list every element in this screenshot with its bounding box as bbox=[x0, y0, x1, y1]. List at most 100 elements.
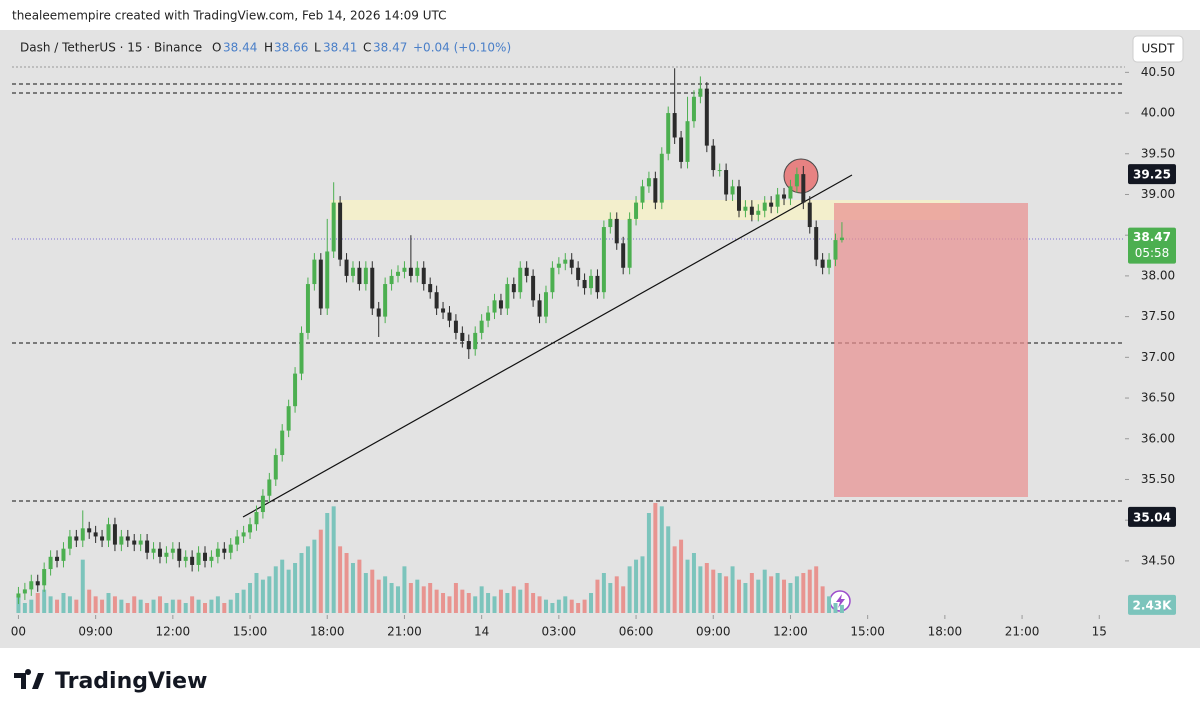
y-tick-label: 39.00 bbox=[1141, 187, 1175, 201]
candle-body bbox=[460, 332, 465, 342]
volume-bar bbox=[119, 599, 124, 613]
candle-body bbox=[215, 548, 220, 557]
candle-body bbox=[145, 540, 150, 553]
volume-bar bbox=[531, 593, 536, 613]
brand-logo: TradingView bbox=[14, 669, 207, 694]
candle-body bbox=[762, 202, 767, 211]
volume-bar bbox=[222, 603, 227, 613]
volume-bar bbox=[293, 563, 298, 613]
candle-body bbox=[801, 174, 806, 203]
candle-body bbox=[299, 332, 304, 374]
y-tick-label: 37.50 bbox=[1141, 309, 1175, 323]
volume-bar bbox=[653, 503, 658, 613]
candle-body bbox=[466, 341, 471, 350]
x-tick-label: 15 bbox=[1092, 625, 1107, 639]
candle-body bbox=[486, 312, 491, 321]
h-value: 38.66 bbox=[274, 41, 308, 55]
volume-bar bbox=[479, 586, 484, 613]
candle-body bbox=[383, 284, 388, 317]
volume-bar bbox=[608, 583, 613, 613]
candle-body bbox=[453, 320, 458, 333]
volume-bar bbox=[74, 599, 79, 613]
candle-body bbox=[29, 581, 34, 590]
candle-body bbox=[87, 528, 92, 533]
volume-bar bbox=[177, 599, 182, 613]
volume-bar bbox=[35, 593, 40, 613]
x-tick-label: 00 bbox=[11, 625, 26, 639]
l-value: 38.41 bbox=[323, 41, 357, 55]
volume-marker bbox=[1128, 594, 1176, 615]
candle-body bbox=[357, 267, 362, 285]
x-tick-label: 14 bbox=[474, 625, 489, 639]
currency-button[interactable] bbox=[1132, 35, 1184, 63]
volume-bar bbox=[363, 573, 368, 613]
x-tick-label: 06:00 bbox=[619, 625, 654, 639]
candle-body bbox=[125, 536, 130, 541]
candle-body bbox=[100, 536, 105, 541]
candle-body bbox=[196, 552, 201, 565]
candle-body bbox=[241, 532, 246, 537]
volume-bar bbox=[125, 603, 130, 613]
volume-bar bbox=[338, 546, 343, 613]
volume-bar bbox=[453, 583, 458, 613]
volume-bar bbox=[228, 599, 233, 613]
price-marker-label: 39.25 bbox=[1133, 168, 1171, 182]
candle-body bbox=[782, 194, 787, 199]
candle-body bbox=[698, 88, 703, 97]
volume-bar bbox=[492, 596, 497, 613]
candle-body bbox=[389, 275, 394, 285]
volume-bar bbox=[756, 579, 761, 613]
volume-bar bbox=[325, 513, 330, 613]
candle-body bbox=[839, 237, 844, 241]
candle-body bbox=[679, 137, 684, 162]
volume-bar bbox=[132, 596, 137, 613]
candle-body bbox=[151, 548, 156, 553]
candle-body bbox=[428, 284, 433, 293]
candle-body bbox=[74, 536, 79, 541]
price-marker bbox=[1128, 506, 1176, 527]
candle-body bbox=[769, 202, 774, 207]
candle-body bbox=[775, 194, 780, 207]
volume-bar bbox=[460, 589, 465, 613]
volume-bar bbox=[814, 566, 819, 613]
x-tick-label: 15:00 bbox=[233, 625, 268, 639]
candle-body bbox=[646, 178, 651, 187]
candle-body bbox=[794, 174, 799, 187]
volume-bar bbox=[196, 599, 201, 613]
volume-bar bbox=[730, 566, 735, 613]
volume-bar bbox=[698, 566, 703, 613]
volume-bar bbox=[550, 603, 555, 613]
volume-bar bbox=[537, 596, 542, 613]
candle-body bbox=[717, 170, 722, 172]
volume-marker-label: 2.43K bbox=[1133, 598, 1173, 612]
candle-body bbox=[318, 259, 323, 309]
volume-bar bbox=[157, 596, 162, 613]
x-tick-label: 21:00 bbox=[1005, 625, 1040, 639]
volume-bar bbox=[235, 593, 240, 613]
candle-body bbox=[16, 593, 21, 598]
symbol-title: Dash / TetherUS · 15 · Binance bbox=[20, 41, 202, 55]
volume-bar bbox=[441, 593, 446, 613]
candle-body bbox=[22, 589, 27, 594]
volume-bar bbox=[16, 596, 21, 613]
volume-bar bbox=[672, 546, 677, 613]
volume-bar bbox=[775, 573, 780, 613]
candle-body bbox=[601, 227, 606, 293]
volume-bar bbox=[466, 593, 471, 613]
candle-body bbox=[370, 267, 375, 309]
volume-bar bbox=[376, 579, 381, 613]
drawings bbox=[12, 66, 1125, 612]
candle-body bbox=[106, 524, 111, 541]
y-tick-label: 35.50 bbox=[1141, 472, 1175, 486]
candle-body bbox=[833, 240, 838, 260]
volume-bar bbox=[505, 593, 510, 613]
candle-body bbox=[621, 243, 626, 268]
volume-bar bbox=[839, 604, 844, 613]
logo-mark bbox=[14, 669, 44, 689]
candle-body bbox=[550, 267, 555, 293]
volume-bar bbox=[679, 539, 684, 613]
zone bbox=[330, 200, 960, 220]
volume-bar bbox=[190, 596, 195, 613]
candle-body bbox=[363, 267, 368, 285]
